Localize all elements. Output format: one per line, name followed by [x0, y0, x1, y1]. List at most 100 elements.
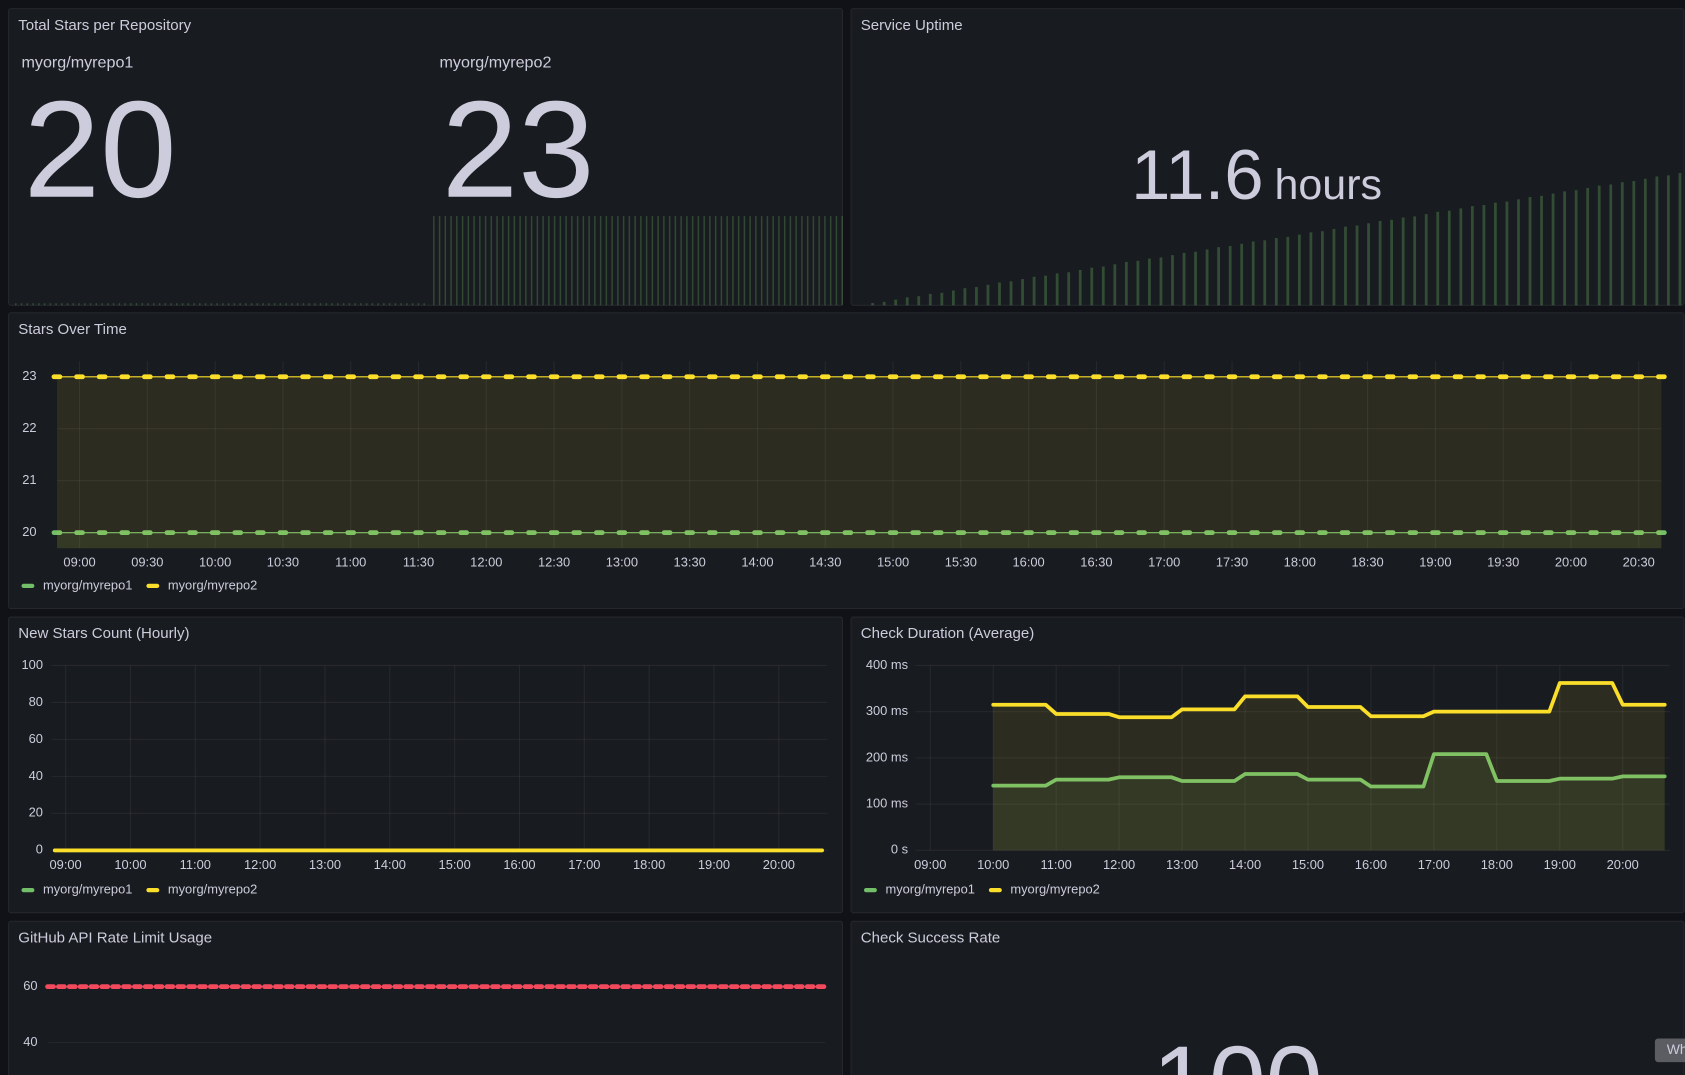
point [1339, 530, 1351, 536]
overlay-button-label[interactable]: Wh [1667, 1041, 1685, 1057]
point [348, 984, 360, 990]
x-tick-label: 15:30 [945, 555, 977, 570]
x-tick-label: 20:00 [763, 857, 795, 872]
point [435, 530, 447, 536]
point [1633, 530, 1645, 536]
point [1317, 374, 1328, 380]
point [1475, 374, 1486, 380]
sparkline-bar [78, 303, 80, 306]
y-tick-label: 80 [29, 694, 43, 709]
point [522, 984, 534, 990]
point [1610, 530, 1622, 536]
sparkline-bar [1217, 247, 1221, 306]
sparkline-bar [1517, 199, 1520, 306]
sparkline-bar [1367, 223, 1370, 306]
point [1045, 530, 1057, 536]
sparkline-bar [783, 216, 786, 306]
overlay-button[interactable] [1654, 1038, 1685, 1063]
point [1430, 530, 1441, 536]
point [141, 374, 153, 380]
sparkline-bar [1378, 220, 1382, 306]
x-tick-label: 09:00 [63, 555, 95, 570]
sparkline-bar [743, 216, 746, 306]
sparkline-bar [411, 303, 414, 306]
sparkline-bar [571, 216, 573, 306]
sparkline-bar [582, 216, 585, 306]
panel-title: Stars Over Time [18, 321, 127, 338]
x-tick-label: 17:00 [1418, 857, 1450, 872]
x-tick-label: 20:00 [1607, 857, 1639, 872]
y-tick-label: 20 [22, 524, 36, 539]
point [1000, 374, 1012, 380]
line [991, 681, 1667, 720]
y-tick-label: 300 ms [866, 703, 908, 718]
sparkline-bar [772, 216, 774, 306]
panel [8, 312, 1685, 609]
point [587, 984, 599, 990]
sparkline-bar [319, 303, 322, 306]
sparkline-bar [1171, 255, 1174, 306]
sparkline-bar [1101, 266, 1105, 306]
sparkline-bar [1124, 261, 1128, 306]
point [696, 984, 707, 990]
point [251, 984, 263, 990]
legend-swatch [21, 887, 35, 893]
sparkline-bar [388, 303, 391, 306]
sparkline-bar [461, 216, 464, 306]
point [240, 984, 252, 990]
sparkline-bar [1655, 176, 1659, 306]
sparkline-bar [536, 216, 539, 306]
sparkline-bar [377, 303, 379, 306]
sparkline-bar [1586, 187, 1590, 306]
sparkline-bar [1228, 246, 1232, 306]
sparkline-bar [1159, 257, 1163, 306]
point [322, 374, 334, 380]
point [1407, 374, 1419, 380]
point [1452, 374, 1464, 380]
sparkline-bar [279, 303, 282, 306]
x-tick-label: 15:00 [1292, 857, 1324, 872]
sparkline-bar [594, 216, 596, 306]
sparkline-bar [308, 303, 310, 306]
point [153, 984, 165, 990]
point [110, 984, 122, 990]
sparkline-bar [285, 303, 287, 306]
point [413, 374, 424, 380]
x-tick-label: 13:00 [606, 555, 638, 570]
point [978, 374, 989, 380]
sparkline-bar [210, 303, 213, 306]
point [1362, 530, 1373, 536]
sparkline-bar [20, 303, 23, 306]
point [684, 530, 696, 536]
sparkline-bar [118, 303, 121, 306]
sparkline-bar [170, 303, 172, 306]
panel-title: Check Duration (Average) [861, 625, 1034, 642]
x-tick-label: 15:00 [439, 857, 471, 872]
point [381, 984, 393, 990]
point [392, 984, 404, 990]
point [218, 984, 230, 990]
sparkline-bar [450, 216, 452, 306]
sparkline-bar [291, 303, 293, 306]
point [277, 374, 289, 380]
point [503, 374, 515, 380]
sparkline-bar [314, 303, 316, 306]
point [1475, 530, 1486, 536]
x-tick-label: 09:30 [131, 555, 163, 570]
x-tick-label: 17:30 [1216, 555, 1248, 570]
x-tick-label: 20:30 [1623, 555, 1655, 570]
point [1023, 374, 1035, 380]
sparkline-bar [1494, 202, 1497, 306]
point [663, 984, 675, 990]
sparkline-bar [84, 303, 86, 306]
sparkline-bar [1436, 211, 1440, 306]
point [1407, 530, 1419, 536]
point [639, 374, 650, 380]
point [164, 530, 176, 536]
sparkline-bar [1482, 204, 1486, 306]
sparkline-bar [1297, 234, 1301, 306]
sparkline-bar [737, 216, 740, 306]
point [186, 984, 197, 990]
sparkline-bar [663, 216, 665, 306]
